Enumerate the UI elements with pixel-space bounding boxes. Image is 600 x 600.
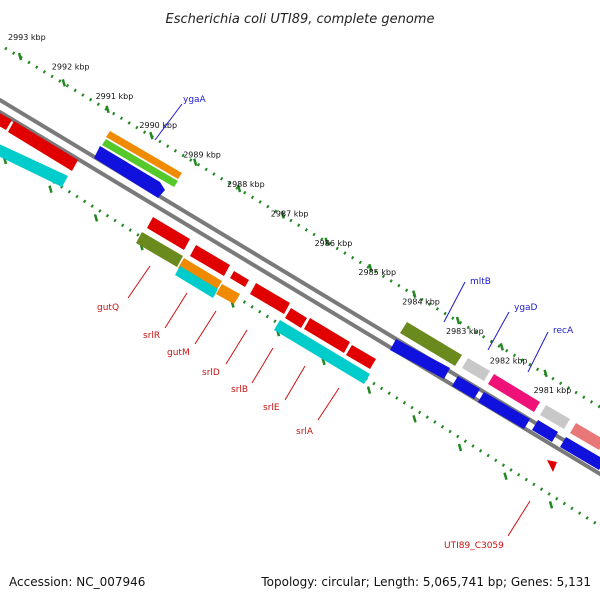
- srlA-leader: [317, 387, 340, 421]
- tick-labels: 2993 kbp 2992 kbp 2991 kbp 2990 kbp 2989 kbp…: [8, 33, 571, 395]
- gene-label-gutM[interactable]: gutM: [167, 348, 190, 358]
- feature-red-1[interactable]: [0, 112, 12, 130]
- feature-magenta-ygaD[interactable]: [488, 374, 540, 412]
- feature-gray-2[interactable]: [540, 405, 570, 429]
- feature-red-srlB[interactable]: [250, 283, 290, 314]
- feature-orange-gutM[interactable]: [178, 258, 222, 291]
- feature-blue-6[interactable]: [560, 437, 600, 470]
- feature-red-srlE[interactable]: [285, 308, 307, 328]
- gene-label-recA[interactable]: recA: [553, 326, 574, 336]
- tick-label: 2993 kbp: [8, 33, 46, 42]
- ruler-tick-mark: [455, 316, 461, 325]
- tick-label: 2988 kbp: [227, 180, 265, 189]
- tick-label: 2982 kbp: [490, 356, 528, 365]
- ruler-bottom-track: [0, 146, 600, 528]
- tick-label: 2983 kbp: [446, 327, 484, 336]
- ruler-tick-mark: [48, 185, 53, 194]
- tick-label: 2986 kbp: [315, 239, 353, 248]
- ruler-tick-mark: [548, 501, 554, 509]
- ruler-tick-mark: [503, 472, 508, 481]
- feature-blue-ygaA[interactable]: [94, 146, 165, 198]
- forward-gene-labels: ygaA mltB ygaD recA: [154, 95, 574, 373]
- ruler-tick-mark: [105, 105, 110, 114]
- gene-label-srlB[interactable]: srlB: [231, 385, 248, 395]
- gene-label-srlD[interactable]: srlD: [202, 368, 220, 378]
- feature-cyan-1[interactable]: [0, 142, 68, 187]
- tick-label: 2991 kbp: [96, 92, 134, 101]
- feature-red-3[interactable]: [147, 217, 190, 250]
- ruler-tick-mark: [192, 158, 198, 166]
- backbone: [0, 97, 600, 477]
- ruler-tick-mark: [236, 184, 242, 193]
- ruler-tick-mark: [149, 131, 154, 140]
- gutQ-leader: [127, 265, 151, 299]
- feature-red-small-UTI89[interactable]: [547, 460, 557, 472]
- genome-title: Escherichia coli UTI89, complete genome: [166, 12, 435, 27]
- gene-label-srlE[interactable]: srlE: [263, 403, 280, 413]
- ruler-tick-mark: [457, 443, 463, 452]
- tick-label: 2990 kbp: [139, 121, 177, 130]
- ruler-tick-mark: [61, 79, 67, 87]
- gene-label-ygaA[interactable]: ygaA: [183, 95, 207, 105]
- reverse-gene-labels: gutQ srlR gutM srlD srlB srlE srlA UTI89…: [97, 265, 531, 551]
- feature-blue-2[interactable]: [390, 339, 450, 379]
- tick-label: 2984 kbp: [402, 298, 440, 307]
- ruler-tick-mark: [324, 237, 329, 246]
- ruler-tick-mark: [368, 263, 373, 272]
- ruler-tick-mark: [280, 211, 286, 219]
- UTI89_C3059-leader: [507, 500, 531, 537]
- feature-blue-4[interactable]: [478, 392, 530, 429]
- feature-gray-1[interactable]: [462, 358, 490, 381]
- ruler-tick-mark: [499, 343, 505, 351]
- topology-text: Topology: circular; Length: 5,065,741 bp…: [260, 575, 591, 589]
- ruler-tick-mark: [543, 369, 548, 378]
- ygaA-leader: [154, 103, 183, 141]
- tick-label: 2989 kbp: [183, 151, 221, 160]
- ruler-tick-mark: [366, 386, 372, 394]
- srlD-leader: [225, 329, 248, 365]
- forward-strand-features: [0, 112, 600, 450]
- gene-label-ygaD[interactable]: ygaD: [514, 303, 538, 313]
- reverse-strand-features: [0, 142, 600, 472]
- gene-label-srlR[interactable]: srlR: [143, 331, 160, 341]
- gene-label-srlA[interactable]: srlA: [296, 427, 314, 437]
- feature-red-4[interactable]: [190, 245, 230, 276]
- feature-cyan-srlD[interactable]: [274, 320, 370, 384]
- ruler-tick-mark: [93, 214, 99, 222]
- recA-leader: [527, 331, 549, 373]
- feature-cyan-srlR[interactable]: [175, 266, 218, 298]
- mltB-leader: [443, 281, 466, 323]
- tick-label: 2992 kbp: [52, 62, 90, 71]
- ruler-tick-mark: [412, 414, 417, 423]
- srlR-leader: [164, 292, 188, 329]
- feature-red-2[interactable]: [8, 121, 78, 171]
- feature-blue-3[interactable]: [452, 376, 480, 399]
- feature-olive-gutQ[interactable]: [136, 232, 183, 267]
- feature-blue-5[interactable]: [532, 420, 558, 442]
- ruler-tick-mark: [17, 52, 23, 61]
- ruler-tick-mark: [411, 290, 417, 298]
- gene-label-UTI89_C3059[interactable]: UTI89_C3059: [444, 541, 504, 551]
- feature-red-srlA[interactable]: [304, 318, 350, 353]
- accession-text: Accession: NC_007946: [9, 575, 145, 589]
- feature-orange-ygaA[interactable]: [106, 131, 182, 179]
- tick-label: 2981 kbp: [534, 386, 572, 395]
- feature-red-srlA-2[interactable]: [346, 345, 376, 369]
- feature-green-ygaA[interactable]: [102, 139, 178, 187]
- srlB-leader: [251, 347, 274, 384]
- feature-red-5[interactable]: [230, 271, 249, 287]
- tick-label: 2987 kbp: [271, 209, 309, 218]
- tick-label: 2985 kbp: [358, 268, 396, 277]
- feature-salmon-recA[interactable]: [570, 423, 600, 450]
- gutM-leader: [194, 310, 217, 345]
- feature-orange-small[interactable]: [216, 284, 240, 304]
- ygaD-leader: [487, 311, 510, 351]
- srlE-leader: [284, 365, 306, 401]
- feature-olive-mltB[interactable]: [400, 322, 462, 366]
- gene-label-mltB[interactable]: mltB: [470, 277, 491, 287]
- gene-label-gutQ[interactable]: gutQ: [97, 303, 119, 313]
